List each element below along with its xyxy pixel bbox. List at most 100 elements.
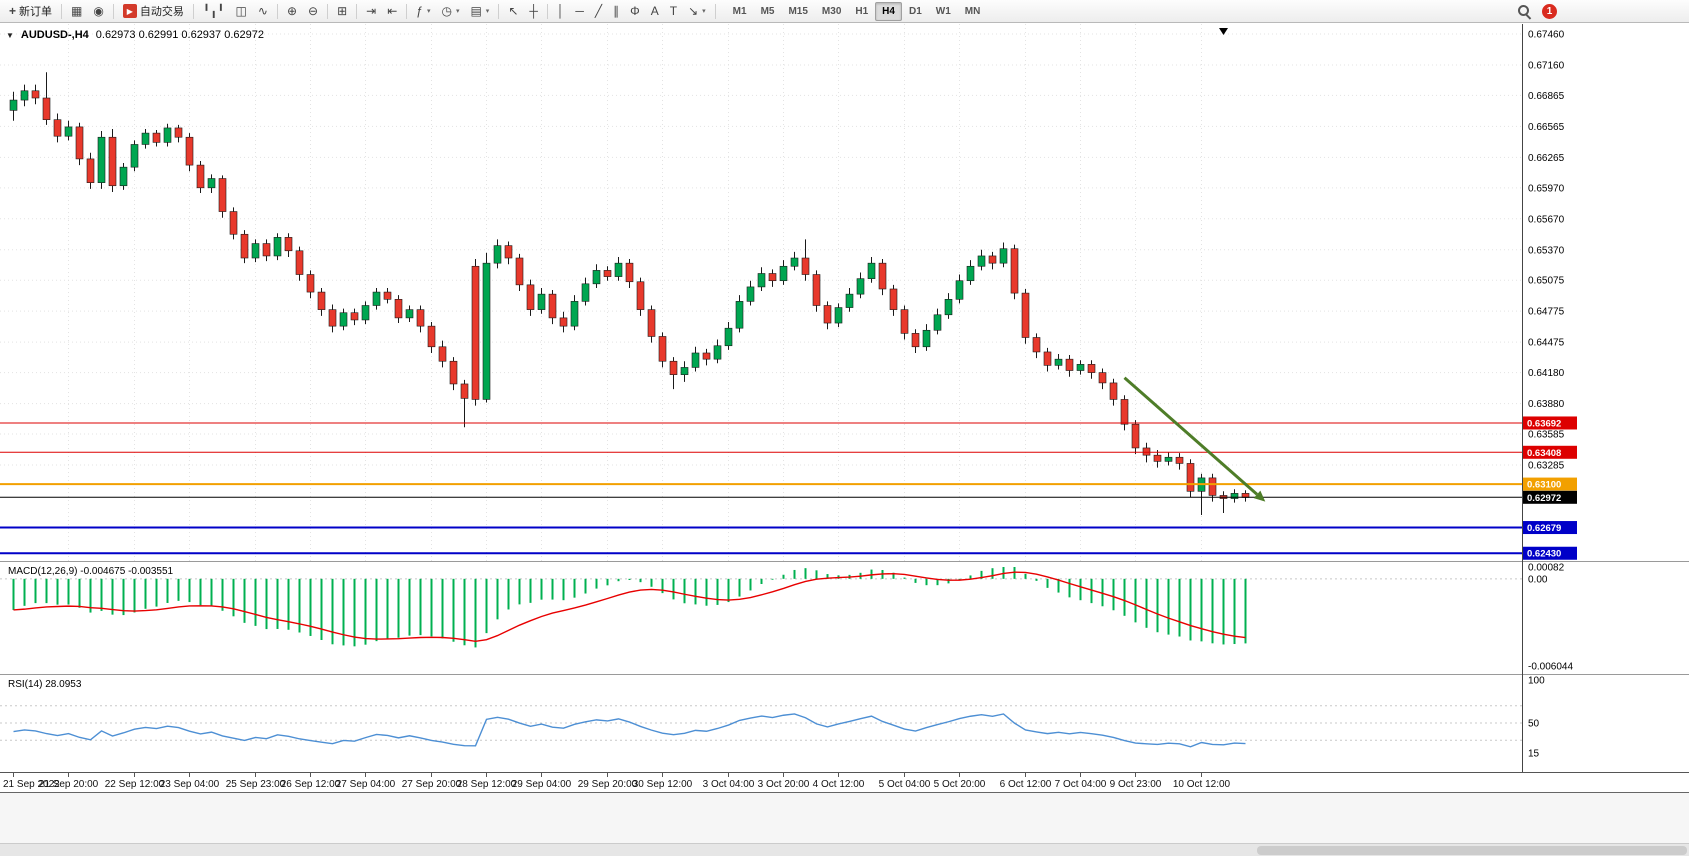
timeframe-mn[interactable]: MN xyxy=(958,2,988,21)
trend-arrow-annotation[interactable] xyxy=(1123,376,1266,502)
templates-button[interactable]: ▤ ▾ xyxy=(465,2,494,21)
candle xyxy=(581,283,590,302)
candle xyxy=(1131,423,1140,449)
crosshair-icon: ┼ xyxy=(529,4,538,18)
cursor-button[interactable]: ↖ xyxy=(503,2,523,21)
timeframe-w1[interactable]: W1 xyxy=(929,2,958,21)
candle xyxy=(1010,248,1019,294)
autotrading-button[interactable]: ▶ 自动交易 xyxy=(118,2,189,21)
candle xyxy=(97,136,106,183)
price-tag xyxy=(1523,521,1577,535)
horizontal-line-button[interactable]: ─ xyxy=(570,2,589,21)
timeframe-m5[interactable]: M5 xyxy=(754,2,782,21)
price-levels[interactable]: 0.63692 0.63408 0.63100 0.62972 0.62679 0.624… xyxy=(0,416,1577,560)
chart-window: 0.67460 0.67160 0.66865 0.66565 0.66265 0.659… xyxy=(0,23,1689,856)
candle xyxy=(1087,364,1096,373)
candle xyxy=(1065,358,1074,371)
candle xyxy=(1164,456,1173,462)
toolbar-separator xyxy=(61,3,63,19)
crosshair-button[interactable]: ┼ xyxy=(524,2,543,21)
candle xyxy=(845,293,854,308)
timeframe-m15[interactable]: M15 xyxy=(781,2,814,21)
vertical-line-button[interactable]: │ xyxy=(552,2,570,21)
timeframe-m30[interactable]: M30 xyxy=(815,2,848,21)
candle xyxy=(658,336,667,362)
periods-button[interactable]: ◷ ▾ xyxy=(436,2,464,21)
channel-button[interactable]: ∥ xyxy=(608,2,624,21)
horizontal-line-icon: ─ xyxy=(575,4,584,18)
auto-scroll-button[interactable]: ⇥ xyxy=(361,2,381,21)
timeframe-h1[interactable]: H1 xyxy=(848,2,875,21)
chart-shift-icon: ⇤ xyxy=(387,4,398,18)
candle xyxy=(999,248,1008,264)
price-axis-label: 0.64180 xyxy=(1528,368,1565,379)
horizontal-scrollbar[interactable] xyxy=(0,843,1689,856)
candlestick-icon: ◫ xyxy=(235,4,247,18)
candle xyxy=(75,126,84,160)
candlestick-button[interactable]: ◫ xyxy=(231,2,252,21)
rsi-panel[interactable]: 100 50 15 RSI(14) 28.0953 xyxy=(0,674,1689,772)
candle xyxy=(361,305,370,321)
notification-badge[interactable]: 1 xyxy=(1542,3,1557,19)
bar-chart-button[interactable]: ╹╻╹ xyxy=(198,2,230,21)
chart-shift-button[interactable]: ⇤ xyxy=(382,2,402,21)
price-tag xyxy=(1523,445,1577,459)
candle xyxy=(603,270,612,277)
arrows-button[interactable]: ↘ ▾ xyxy=(683,2,711,21)
candle xyxy=(31,90,40,99)
candle xyxy=(911,333,920,348)
text-label-button[interactable]: T xyxy=(665,2,682,21)
time-axis-label: 30 Sep 12:00 xyxy=(633,779,693,790)
candle xyxy=(988,255,997,264)
time-axis-label: 4 Oct 12:00 xyxy=(813,779,865,790)
time-axis-label: 26 Sep 12:00 xyxy=(281,779,341,790)
channel-icon: ∥ xyxy=(613,4,620,18)
candle xyxy=(207,178,216,189)
candle xyxy=(273,237,282,257)
candle xyxy=(1032,337,1041,353)
zoom-in-icon: ⊕ xyxy=(286,4,297,18)
tile-windows-button[interactable]: ⊞ xyxy=(332,2,352,21)
timeframe-d1[interactable]: D1 xyxy=(902,2,929,21)
fibonacci-button[interactable]: Φ xyxy=(625,2,645,21)
candle xyxy=(383,291,392,300)
time-axis-label: 6 Oct 12:00 xyxy=(1000,779,1052,790)
arrows-icon: ↘ xyxy=(688,4,699,18)
candle xyxy=(53,119,62,137)
price-tag-label: 0.62430 xyxy=(1527,549,1561,560)
candle xyxy=(119,166,128,187)
scrollbar-thumb[interactable] xyxy=(1257,846,1687,855)
text-button[interactable]: A xyxy=(646,2,664,21)
indicators-button[interactable]: ƒ ▾ xyxy=(411,2,435,21)
timeframe-h4[interactable]: H4 xyxy=(875,1,902,21)
line-chart-button[interactable]: ∿ xyxy=(253,2,273,21)
main-price-chart[interactable]: 0.67460 0.67160 0.66865 0.66565 0.66265 0.659… xyxy=(0,24,1689,561)
toolbar-separator xyxy=(276,3,278,19)
one-click-trading-toggle[interactable]: ▼ xyxy=(6,30,14,40)
price-axis-label: 0.66265 xyxy=(1528,153,1565,164)
candle xyxy=(196,164,205,189)
candle xyxy=(482,262,491,400)
chart-window-button[interactable]: ▦ xyxy=(66,2,87,21)
trendline-icon: ╱ xyxy=(594,4,603,18)
new-order-icon: + xyxy=(9,4,17,18)
timeframe-m1[interactable]: M1 xyxy=(726,2,754,21)
candle xyxy=(768,273,777,282)
candle xyxy=(405,309,414,319)
time-axis-label: 5 Oct 20:00 xyxy=(934,779,986,790)
zoom-in-button[interactable]: ⊕ xyxy=(282,2,302,21)
candles xyxy=(9,72,1250,516)
candle xyxy=(328,309,337,327)
zoom-out-button[interactable]: ⊖ xyxy=(303,2,323,21)
candle xyxy=(20,90,29,101)
candle xyxy=(680,367,689,375)
new-order-button[interactable]: + 新订单 xyxy=(4,2,57,21)
trendline-button[interactable]: ╱ xyxy=(590,2,607,21)
time-axis-label: 5 Oct 04:00 xyxy=(879,779,931,790)
toolbar-separator xyxy=(498,3,500,19)
search-icon[interactable] xyxy=(1517,4,1532,20)
market-watch-button[interactable]: ◉ xyxy=(88,2,108,21)
candle xyxy=(724,327,733,347)
candle xyxy=(944,299,953,316)
